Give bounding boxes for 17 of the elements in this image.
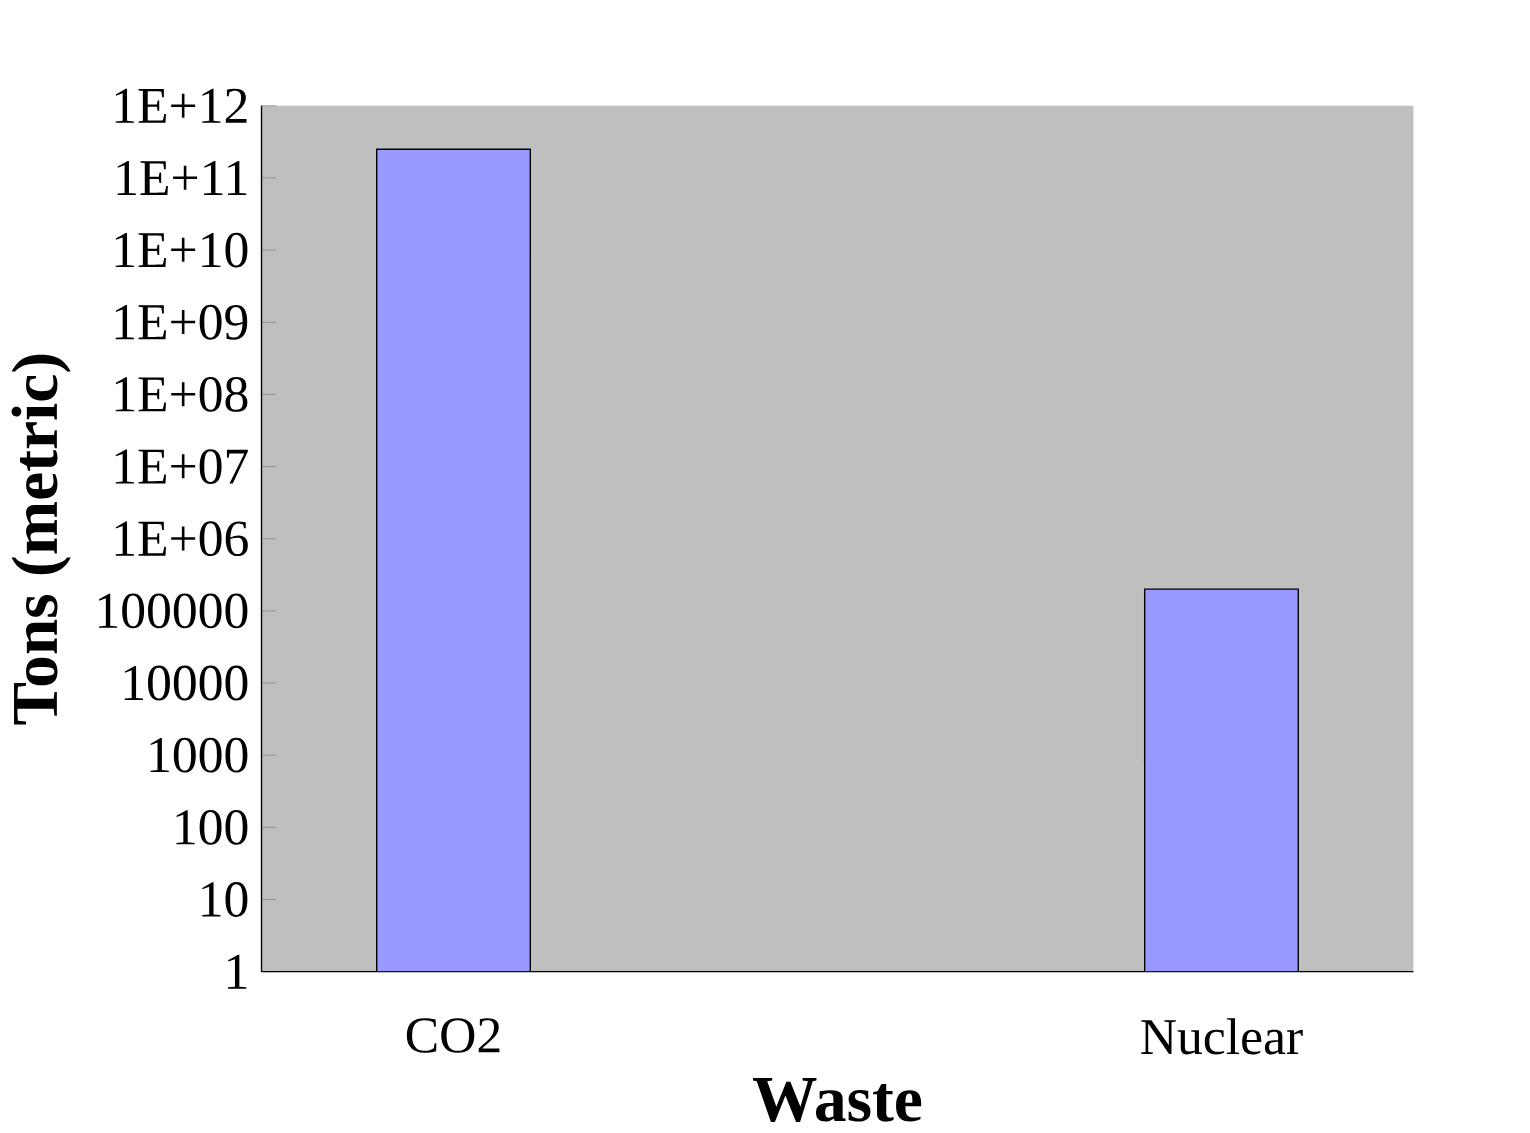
x-tick-label: Nuclear bbox=[1141, 1017, 1303, 1055]
y-tick-label: 1E+11 bbox=[117, 160, 247, 195]
x-axis-title: Waste bbox=[753, 1077, 922, 1122]
y-tick-label: 1 bbox=[228, 954, 247, 989]
y-tick-label: 10000 bbox=[124, 665, 248, 701]
x-tick-label: CO2 bbox=[406, 1017, 500, 1053]
y-tick-label: 100 bbox=[176, 809, 248, 845]
y-tick-label: 1E+08 bbox=[115, 376, 248, 412]
y-tick-label: 1E+12 bbox=[115, 88, 247, 123]
y-tick-label: 1E+10 bbox=[115, 232, 248, 268]
y-tick-label: 1000 bbox=[150, 737, 248, 773]
y-tick-label: 1E+06 bbox=[115, 521, 248, 556]
y-axis-title: Tons (metric) bbox=[11, 354, 71, 725]
y-tick-label: 100000 bbox=[98, 593, 248, 629]
y-tick-label: 10 bbox=[202, 881, 248, 917]
y-tick-label: 1E+07 bbox=[115, 448, 248, 484]
y-tick-label: 1E+09 bbox=[115, 304, 248, 340]
